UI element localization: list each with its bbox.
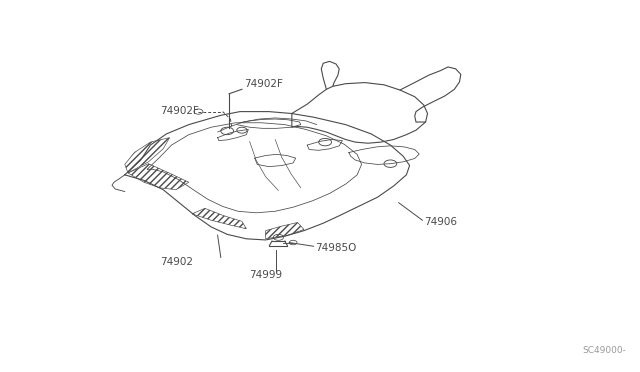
Text: 74999: 74999 [250, 270, 283, 280]
Text: 74902: 74902 [160, 257, 193, 267]
Text: SC49000-: SC49000- [582, 346, 626, 355]
Text: 74906: 74906 [424, 218, 458, 227]
Text: 74902F: 74902F [160, 106, 199, 116]
Text: 74985O: 74985O [315, 244, 356, 253]
Text: 74902F: 74902F [244, 78, 284, 89]
